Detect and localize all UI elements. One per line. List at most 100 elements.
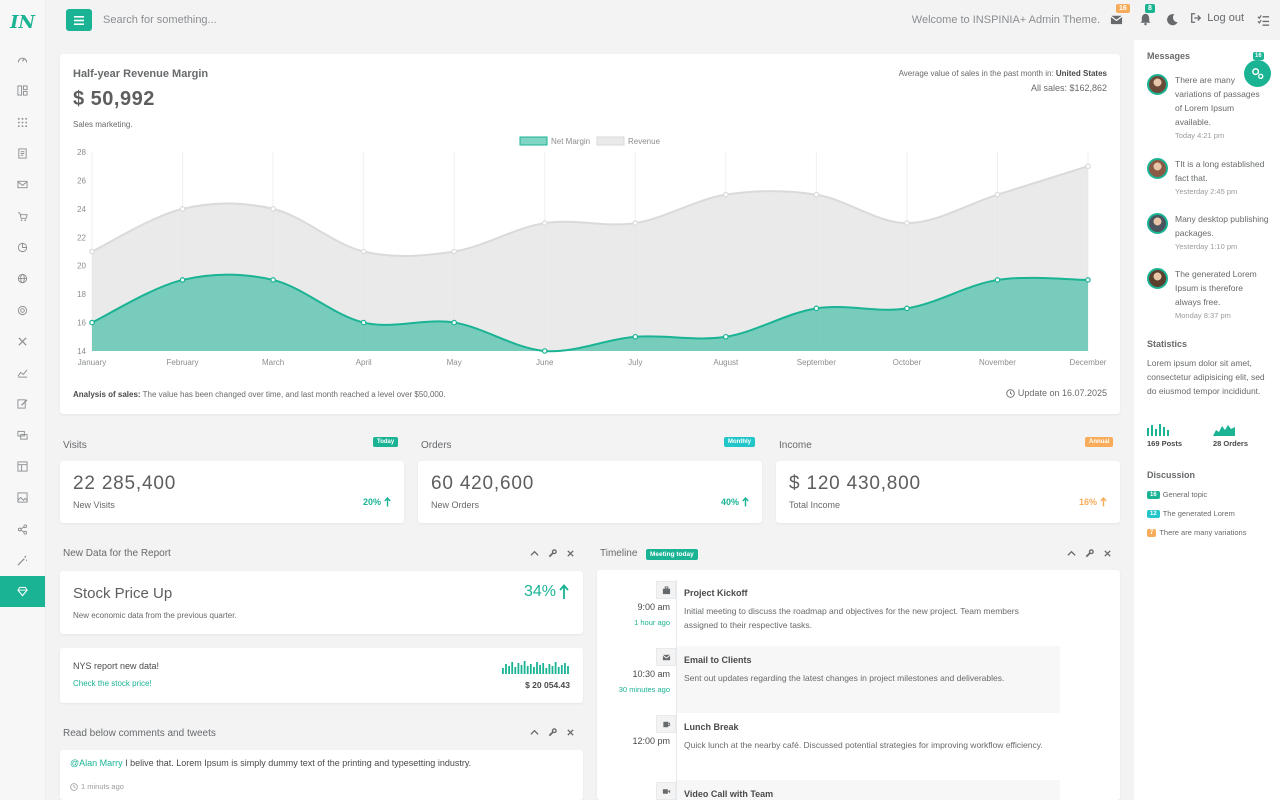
- sparkline-bar: [529, 664, 532, 674]
- sidebar-item-globe[interactable]: [0, 263, 45, 294]
- data-point[interactable]: [270, 277, 276, 283]
- search-input[interactable]: [103, 14, 403, 26]
- collapse-icon[interactable]: [1067, 549, 1076, 558]
- collapse-icon[interactable]: [530, 728, 539, 737]
- discussion-item[interactable]: 16 General topic: [1147, 490, 1207, 499]
- message-time: Yesterday 1:10 pm: [1175, 242, 1238, 251]
- close-icon[interactable]: [1103, 549, 1112, 558]
- message-text[interactable]: There are many variations of passages of…: [1175, 75, 1260, 127]
- discussion-item[interactable]: 7 There are many variations: [1147, 528, 1246, 537]
- data-point[interactable]: [723, 191, 729, 198]
- sidebar-item-mail[interactable]: [0, 169, 45, 200]
- average-sales-text: Average value of sales in the past month…: [899, 69, 1107, 78]
- sidebar-item-layout[interactable]: [0, 75, 45, 106]
- data-point[interactable]: [994, 277, 1001, 283]
- data-point[interactable]: [1085, 277, 1091, 283]
- wrench-icon[interactable]: [1085, 549, 1094, 558]
- message-time: Today 4:21 pm: [1175, 131, 1225, 140]
- app-logo[interactable]: IN: [0, 0, 45, 44]
- message-text[interactable]: TIt is a long established fact that.: [1175, 159, 1265, 183]
- sidebar-item-tools[interactable]: [0, 326, 45, 357]
- clock-icon: [1006, 388, 1015, 398]
- collapse-icon[interactable]: [530, 549, 539, 558]
- data-point[interactable]: [813, 305, 820, 312]
- sidebar-item-target[interactable]: [0, 294, 45, 325]
- x-tick-label: February: [167, 358, 199, 367]
- data-point[interactable]: [451, 319, 457, 326]
- data-point[interactable]: [270, 206, 276, 212]
- timeline-icon-email-to-clients: [656, 648, 676, 666]
- timeline-time: 12:00 pm: [632, 736, 670, 746]
- data-point[interactable]: [541, 348, 548, 354]
- notifications-button[interactable]: 8: [1139, 4, 1155, 29]
- sidebar-item-dashboard[interactable]: [0, 44, 45, 75]
- data-point[interactable]: [904, 220, 910, 226]
- data-point[interactable]: [179, 277, 186, 283]
- logout-link[interactable]: Log out: [1190, 12, 1244, 24]
- sidebar-item-table[interactable]: [0, 451, 45, 482]
- messages-button[interactable]: 16: [1110, 4, 1130, 29]
- sidebar-item-pie-chart[interactable]: [0, 232, 45, 263]
- data-point[interactable]: [451, 248, 457, 255]
- series-line-revenue: [91, 165, 1089, 257]
- sidebar-item-line-chart[interactable]: [0, 357, 45, 388]
- sidebar-item-share[interactable]: [0, 513, 45, 544]
- theme-toggle-button[interactable]: [1166, 13, 1179, 29]
- data-point[interactable]: [179, 206, 186, 212]
- data-point[interactable]: [994, 191, 1001, 198]
- avatar[interactable]: [1147, 268, 1168, 289]
- nys-link[interactable]: Check the stock price!: [73, 679, 152, 688]
- sidebar-item-gallery[interactable]: [0, 482, 45, 513]
- close-icon[interactable]: [566, 549, 575, 558]
- wrench-icon[interactable]: [548, 728, 557, 737]
- stat-value-orders: 60 420,600: [431, 473, 535, 494]
- data-point[interactable]: [632, 220, 639, 226]
- nys-title: NYS report new data!: [73, 661, 160, 671]
- data-point[interactable]: [1085, 163, 1091, 170]
- settings-button[interactable]: [1244, 60, 1271, 87]
- avatar[interactable]: [1147, 74, 1168, 95]
- data-point[interactable]: [89, 248, 95, 255]
- wrench-icon[interactable]: [548, 549, 557, 558]
- sidebar-item-apps-grid[interactable]: [0, 107, 45, 138]
- data-point[interactable]: [360, 248, 367, 255]
- sidebar-item-diamond[interactable]: [0, 576, 45, 608]
- legend-label[interactable]: Net Margin: [551, 137, 590, 146]
- legend-label[interactable]: Revenue: [628, 137, 661, 146]
- stat-percent-orders: 40%: [721, 497, 749, 507]
- revenue-chart: 14 16 18 20 22 24 26 28 January February March Apri…: [77, 136, 1107, 367]
- x-tick-label: March: [262, 358, 284, 367]
- data-point[interactable]: [89, 319, 95, 326]
- sidebar-item-magic-wand[interactable]: [0, 545, 45, 576]
- sparkline-bar: [514, 667, 517, 674]
- sidebar-item-document[interactable]: [0, 138, 45, 169]
- coffee-icon: [662, 721, 670, 727]
- task-list-button[interactable]: [1257, 14, 1270, 30]
- comment-mention[interactable]: @Alan Marry: [70, 758, 123, 768]
- meeting-today-badge: Meeting today: [646, 549, 698, 560]
- message-text[interactable]: The generated Lorem Ipsum is therefore a…: [1175, 269, 1257, 307]
- discussion-label: There are many variations: [1159, 528, 1247, 537]
- sidebar-item-chat[interactable]: [0, 420, 45, 451]
- menu-toggle-button[interactable]: [66, 9, 92, 31]
- data-point[interactable]: [541, 220, 548, 226]
- timeline-tools: [1067, 549, 1112, 558]
- data-point[interactable]: [723, 333, 729, 340]
- data-point[interactable]: [904, 305, 910, 312]
- data-point[interactable]: [813, 191, 820, 198]
- bell-icon: [1140, 13, 1151, 26]
- data-point[interactable]: [360, 319, 367, 326]
- diamond-icon: [17, 587, 28, 597]
- close-icon[interactable]: [566, 728, 575, 737]
- avatar[interactable]: [1147, 213, 1168, 234]
- sidebar-item-edit[interactable]: [0, 388, 45, 419]
- sidebar-item-cart[interactable]: [0, 200, 45, 231]
- posts-bar-icon: [1147, 424, 1169, 436]
- sparkline-bar: [511, 662, 514, 674]
- avatar[interactable]: [1147, 158, 1168, 179]
- update-text: Update on 16.07.2025: [1006, 388, 1107, 398]
- message-text[interactable]: Many desktop publishing packages.: [1175, 214, 1269, 238]
- data-point[interactable]: [632, 333, 639, 340]
- discussion-item[interactable]: 12 The generated Lorem: [1147, 509, 1235, 518]
- nys-value: $ 20 054.43: [525, 680, 570, 690]
